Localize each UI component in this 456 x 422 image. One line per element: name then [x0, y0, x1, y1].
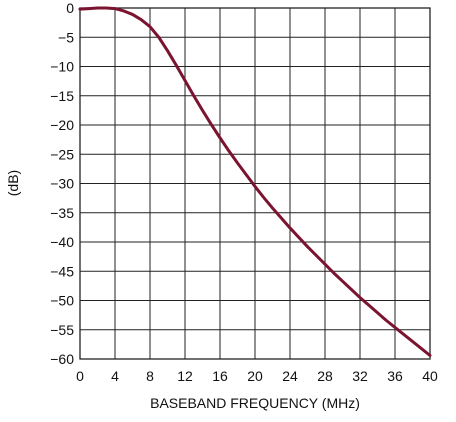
y-tick-label: −60 — [50, 351, 74, 367]
y-tick-label: −15 — [50, 88, 74, 104]
y-axis-label: (dB) — [5, 170, 21, 196]
y-tick-label: −30 — [50, 176, 74, 192]
x-tick-label: 16 — [212, 368, 228, 384]
series-line — [78, 6, 432, 357]
y-tick-label: −50 — [50, 293, 74, 309]
x-tick-labels: 0 4 8 12 16 20 24 28 32 36 40 — [76, 368, 438, 384]
y-tick-label: −40 — [50, 234, 74, 250]
x-tick-label: 24 — [282, 368, 298, 384]
x-tick-label: 0 — [76, 368, 84, 384]
x-tick-label: 28 — [317, 368, 333, 384]
y-tick-label: −55 — [50, 322, 74, 338]
x-tick-label: 32 — [352, 368, 368, 384]
y-tick-labels: 0 −5 −10 −15 −20 −25 −30 −35 −40 −45 −50 −55 −60 — [50, 0, 74, 367]
x-tick-label: 36 — [387, 368, 403, 384]
x-axis-label: BASEBAND FREQUENCY (MHz) — [150, 395, 360, 411]
y-tick-label: −35 — [50, 205, 74, 221]
y-tick-label: −10 — [50, 59, 74, 75]
series-layer — [78, 6, 432, 357]
x-tick-label: 4 — [111, 368, 119, 384]
x-tick-label: 8 — [146, 368, 154, 384]
x-tick-label: 20 — [247, 368, 263, 384]
y-tick-label: −25 — [50, 146, 74, 162]
x-tick-label: 40 — [422, 368, 438, 384]
y-tick-label: 0 — [66, 0, 74, 16]
grid-lines — [80, 8, 430, 359]
y-tick-label: −20 — [50, 117, 74, 133]
plot-frame — [79, 7, 431, 360]
y-tick-label: −45 — [50, 263, 74, 279]
y-tick-label: −5 — [58, 29, 74, 45]
x-tick-label: 12 — [177, 368, 193, 384]
